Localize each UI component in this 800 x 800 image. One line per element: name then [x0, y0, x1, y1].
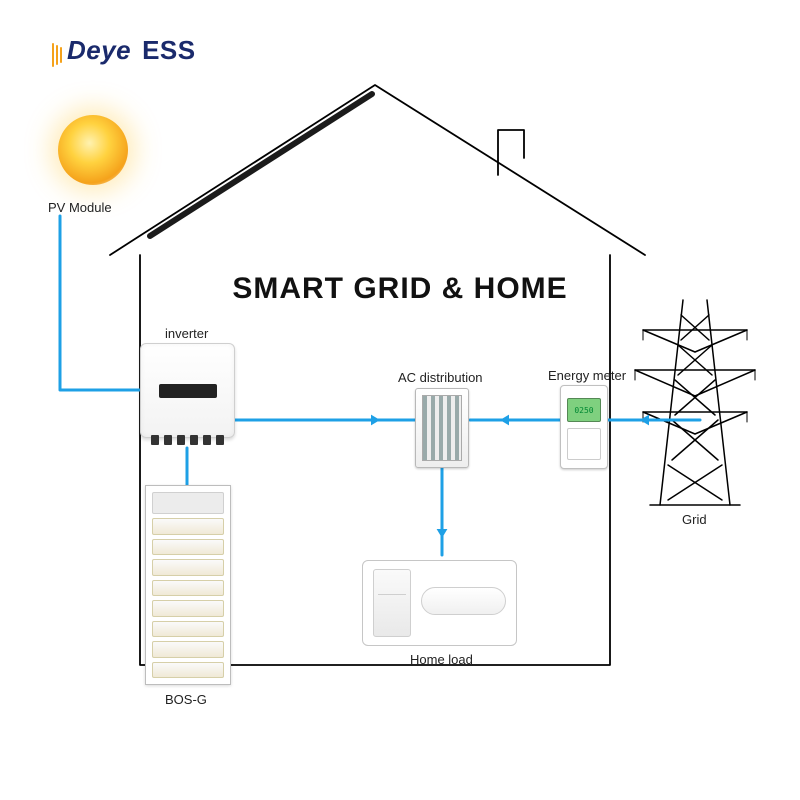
transmission-tower-icon [635, 300, 755, 505]
fridge-icon [373, 569, 411, 637]
ac-distribution-icon [415, 388, 469, 468]
arrow-icon [640, 415, 649, 426]
solar-panel-icon [150, 94, 372, 236]
energy-meter-icon: 0250 [560, 385, 608, 469]
energy-meter-label: Energy meter [548, 368, 626, 383]
inverter-icon [140, 343, 235, 438]
battery-rack-icon [145, 485, 231, 685]
brand-name-2: ESS [142, 35, 196, 65]
logo-stripes-icon [52, 43, 64, 67]
air-conditioner-icon [421, 587, 506, 615]
sun-icon [58, 115, 128, 185]
arrow-icon [437, 529, 448, 538]
diagram-canvas: Deye ESS PV Module SMART GRID & HOME [0, 0, 800, 800]
meter-reading: 0250 [567, 398, 601, 422]
brand-logo: Deye ESS [52, 35, 196, 67]
arrow-icon [500, 415, 509, 426]
diagram-svg [0, 0, 800, 800]
arrow-icon [371, 415, 380, 426]
grid-label: Grid [682, 512, 707, 527]
bos-label: BOS-G [165, 692, 207, 707]
ac-distribution-label: AC distribution [398, 370, 483, 385]
home-load-label: Home load [410, 652, 473, 667]
wire-pv-to-inverter [60, 216, 140, 390]
pv-module-label: PV Module [48, 200, 112, 215]
brand-name-1: Deye [67, 35, 131, 65]
home-load-icon [362, 560, 517, 646]
inverter-label: inverter [165, 326, 208, 341]
diagram-title: SMART GRID & HOME [232, 272, 567, 306]
